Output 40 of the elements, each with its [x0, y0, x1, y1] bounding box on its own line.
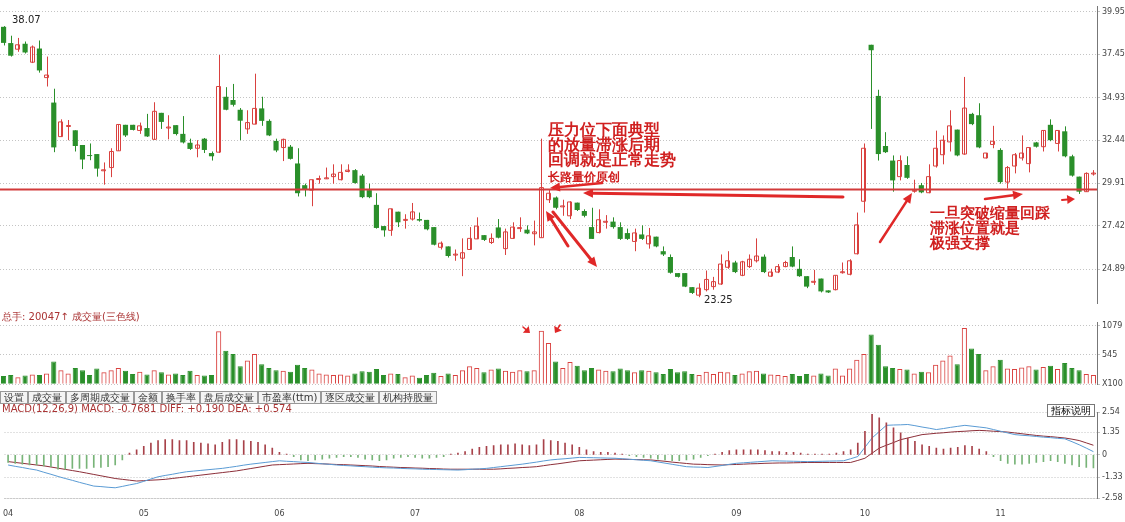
y-tick-label: 32.44	[1102, 135, 1125, 145]
chart-title: MACD(12,26,9) MACD: -0.7681 DIFF: +0.190 DEA: +0.574	[2, 403, 292, 414]
y-tick-label: -1.33	[1102, 472, 1123, 482]
x-tick-label: 06	[274, 509, 285, 519]
y-tick-label: 1079	[1102, 320, 1123, 330]
text: 换手率	[162, 391, 200, 404]
annotation: 38.07	[12, 14, 41, 25]
x-tick-label: 05	[138, 509, 149, 519]
text: 多周期成交量	[66, 391, 134, 404]
y-tick-label: 39.95	[1102, 6, 1125, 16]
x-tick-label: 08	[574, 509, 585, 519]
text: 盘后成交量	[200, 391, 258, 404]
annotation: 23.25	[704, 294, 733, 305]
text: 逐区成交量	[321, 391, 380, 404]
chart-title: 总手: 20047↑ 成交量(三色线)	[2, 311, 140, 322]
x-tick-label: 04	[3, 509, 14, 519]
text: 设置	[0, 391, 28, 404]
y-tick-label: 545	[1102, 349, 1118, 359]
y-tick-label: 2.54	[1102, 407, 1120, 417]
annotation: 一旦突破缩量回踩滞涨位置就是极强支撑	[930, 205, 1050, 251]
annotation: 压力位下面典型的放量滞涨后期回调就是正常走势	[548, 121, 676, 168]
y-tick-label: -2.58	[1102, 493, 1123, 503]
annotation: 指标说明	[1047, 404, 1095, 417]
y-tick-label: 0	[1102, 449, 1108, 459]
x-tick-label: 11	[995, 509, 1006, 519]
y-tick-label: 37.45	[1102, 49, 1125, 59]
y-tick-label: 29.91	[1102, 178, 1125, 188]
text: 机构持股量	[379, 391, 438, 404]
y-tick-label: 1.35	[1102, 427, 1120, 437]
y-tick-label: X100	[1102, 379, 1123, 389]
text: 金额	[134, 391, 162, 404]
y-tick-label: 24.89	[1102, 264, 1125, 274]
y-tick-label: 34.93	[1102, 92, 1125, 102]
x-tick-label: 07	[410, 509, 421, 519]
x-tick-label: 10	[859, 509, 871, 519]
text: 市盈率(ttm)	[258, 391, 322, 404]
text: 成交量	[28, 391, 66, 404]
x-tick-label: 09	[731, 509, 742, 519]
y-tick-label: 27.42	[1102, 220, 1125, 230]
annotation: 长路量价原创	[548, 170, 620, 184]
